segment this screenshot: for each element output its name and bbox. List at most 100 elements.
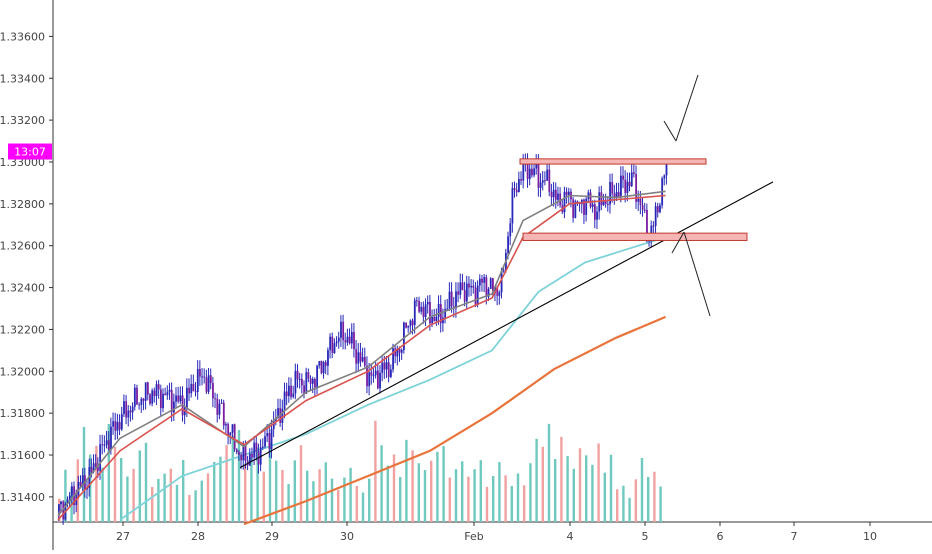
volume-bar [299,445,303,522]
candle-body [537,163,540,188]
candle-body [520,179,523,181]
candle-body [413,300,416,326]
candle-body [242,444,245,461]
candle-body [131,406,134,413]
price-label-box [8,143,52,160]
candle-body [58,504,60,512]
candle-body [526,162,529,179]
candle-body [633,172,635,174]
candle-body [383,362,386,370]
volume-bar [82,426,86,522]
volume-bar [293,460,296,522]
candle-body [472,285,475,288]
y-tick-label: 1.33600 [0,30,45,43]
candle-body [344,340,347,343]
volume-bar [175,484,179,522]
candle-body [140,398,143,405]
volume-bar [200,480,203,522]
volume-bar [349,467,352,522]
volume-bar [206,473,210,522]
candle-body [548,169,551,193]
candle-body [71,486,73,496]
candle-body [90,467,93,472]
candle-body [162,393,164,409]
candle-body [333,343,336,353]
candle-body [539,182,542,188]
candle-body [626,181,629,193]
candle-body [650,225,653,239]
candle-body [218,403,221,415]
volume-bar [355,486,358,522]
volume-bar [120,458,123,522]
volume-bar [113,446,117,522]
volume-bar [547,423,551,522]
y-tick-label: 1.32000 [0,365,45,378]
candle-body [94,463,97,467]
candle-body [426,302,429,305]
candle-body [155,384,158,396]
candle-body [544,180,546,182]
candle-body [125,401,128,418]
candle-body [465,283,468,302]
candle-body [565,191,568,196]
volume-bar [585,455,588,522]
candle-body [112,421,115,427]
candle-body [580,199,583,205]
candle-body [533,168,536,176]
candle-body [79,481,82,486]
volume-bar [64,469,67,522]
candle-body [324,362,327,366]
candle-body [118,421,121,430]
candle-body [461,282,464,290]
volume-bar [616,489,619,522]
candle-body [457,291,460,295]
ema-fast-line [57,190,666,517]
candle-body [146,382,149,395]
candle-body [446,308,449,310]
candle-body [316,365,319,388]
candle-body [327,350,329,366]
volume-bar [560,436,563,522]
projection-down-tick [671,231,685,254]
candle-body [342,321,345,341]
volume-bar [554,459,557,522]
candle-body [151,390,154,404]
candle-body [489,278,492,289]
candle-body [502,270,505,272]
candle-body [468,283,470,288]
candle-body [340,321,342,338]
candle-body [609,182,611,205]
x-tick-label: 27 [116,530,130,543]
y-tick-label: 1.32600 [0,240,45,253]
candle-body [400,350,403,353]
candle-body [244,444,247,461]
volume-bar [516,473,520,522]
volume-bar [647,477,650,522]
candle-body [81,475,84,486]
candle-body [478,278,481,286]
projection-up-tick [663,120,677,142]
candle-body [190,383,193,394]
candle-body [168,389,171,392]
candle-body [294,370,297,394]
ema-long-line [243,315,667,526]
volume-bar [144,442,148,522]
candle-body [359,352,362,362]
candle-body [173,401,175,413]
candle-body [355,349,358,364]
candle-body [554,189,557,200]
candle-body [643,209,646,211]
candle-body [77,481,80,496]
candle-body [101,444,104,446]
candle-body [314,379,316,388]
candle-body [153,390,156,396]
candle-body [615,192,618,199]
volume-bar [237,430,241,522]
volume-bar [405,439,408,522]
candle-body [507,236,509,253]
volume-bar [194,490,197,522]
volume-bar [256,447,259,522]
candle-body [97,466,99,471]
candle-body [192,383,195,392]
volume-bar [603,472,606,522]
